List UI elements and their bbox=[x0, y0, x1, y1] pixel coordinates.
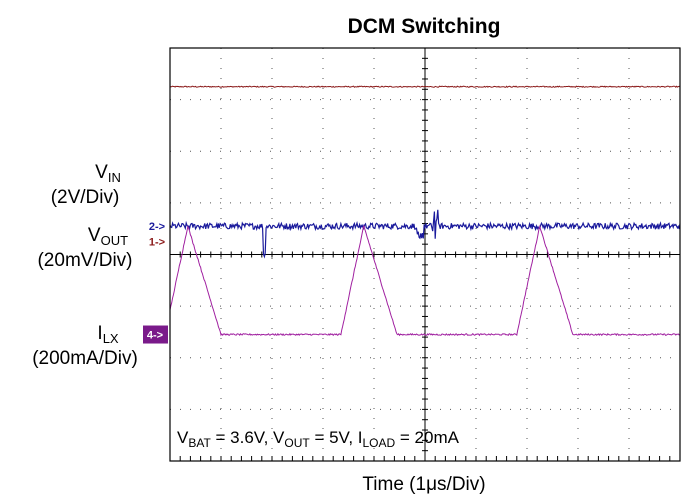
channel-scale: (2V/Div) bbox=[51, 187, 120, 208]
scope-frame bbox=[169, 47, 681, 462]
channel-marker: 4-> bbox=[147, 330, 163, 342]
channel-labels: VIN(2V/Div) 1-> VOUT(20mV/Div) 2-> ILX(200mA… bbox=[32, 162, 168, 369]
conditions-annotation: VBAT = 3.6V, VOUT = 5V, ILOAD = 20mA bbox=[177, 428, 460, 450]
trace-channel-2 bbox=[169, 209, 681, 259]
channel-marker: 2-> bbox=[149, 221, 165, 233]
trace-channel-3 bbox=[169, 224, 681, 337]
channel-marker: 1-> bbox=[149, 237, 165, 249]
chart-title: DCM Switching bbox=[348, 15, 501, 38]
trace-channel-1 bbox=[169, 85, 681, 88]
channel-name: VIN bbox=[95, 162, 121, 185]
x-axis-label: Time (1μs/Div) bbox=[362, 474, 485, 495]
channel-name: ILX bbox=[97, 323, 119, 346]
channel-scale: (200mA/Div) bbox=[32, 348, 138, 369]
channel-scale: (20mV/Div) bbox=[37, 250, 132, 271]
channel-marker-box bbox=[143, 325, 168, 344]
traces bbox=[169, 85, 681, 337]
scope-grid bbox=[169, 47, 681, 462]
channel-name: VOUT bbox=[88, 225, 128, 248]
